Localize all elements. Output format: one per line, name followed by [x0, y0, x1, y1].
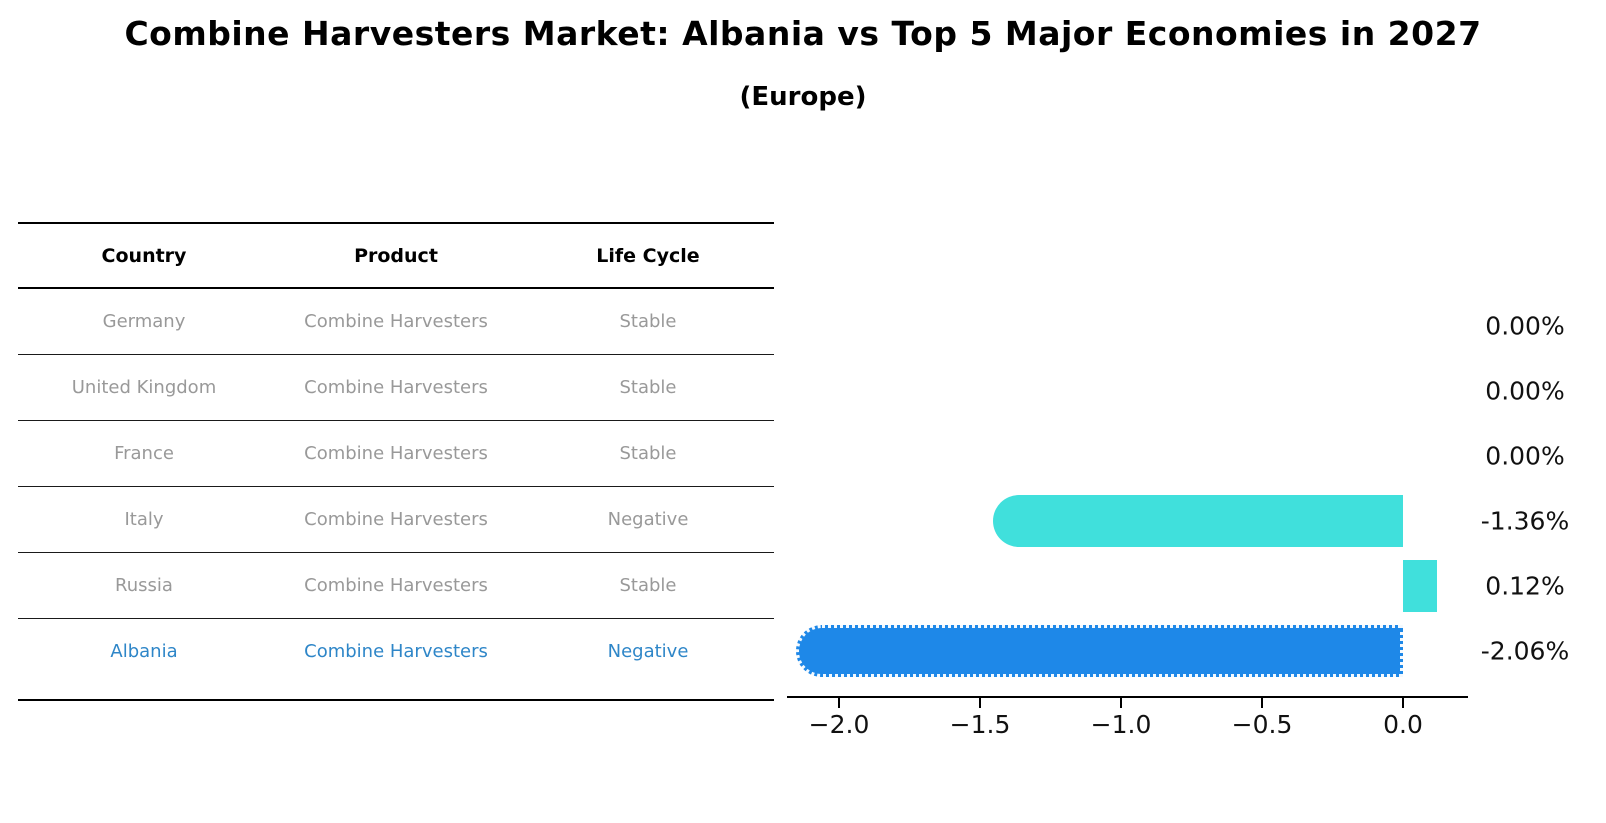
lifecycle-cell: Stable [619, 311, 677, 332]
table-header-row: Country Product Life Cycle [18, 222, 774, 289]
country-cell: United Kingdom [71, 377, 217, 398]
table-row: Italy Combine Harvesters Negative [18, 487, 774, 553]
x-tick-mark [979, 698, 981, 708]
table-row: Albania Combine Harvesters Negative [18, 619, 774, 699]
lifecycle-cell: Stable [619, 377, 677, 398]
product-cell: Combine Harvesters [304, 443, 488, 464]
product-cell: Combine Harvesters [304, 575, 488, 596]
x-tick-mark [1261, 698, 1263, 708]
column-header-lifecycle: Life Cycle [596, 244, 700, 267]
country-cell: Albania [110, 641, 178, 662]
x-tick-label: −1.0 [1090, 710, 1152, 739]
chart-subtitle: (Europe) [739, 82, 867, 112]
x-axis-line [787, 696, 1468, 698]
chart-title: Combine Harvesters Market: Albania vs To… [124, 14, 1482, 53]
product-cell: Combine Harvesters [304, 509, 488, 530]
lifecycle-cell: Negative [607, 509, 689, 530]
x-tick-mark [1402, 698, 1404, 708]
x-tick-mark [838, 698, 840, 708]
value-label: 0.00% [1485, 376, 1565, 406]
table-row: Germany Combine Harvesters Stable [18, 289, 774, 355]
x-tick-label: −0.5 [1231, 710, 1293, 739]
bar-italy [993, 495, 1403, 547]
x-tick-label: 0.0 [1383, 710, 1423, 739]
value-label: 0.00% [1485, 311, 1565, 341]
value-label: 0.12% [1485, 571, 1565, 601]
column-header-product: Product [354, 244, 438, 267]
lifecycle-cell: Stable [619, 575, 677, 596]
bar-albania [796, 625, 1403, 677]
table-row: Russia Combine Harvesters Stable [18, 553, 774, 619]
product-cell: Combine Harvesters [304, 311, 488, 332]
table-row: United Kingdom Combine Harvesters Stable [18, 355, 774, 421]
x-tick-label: −1.5 [949, 710, 1011, 739]
table-body: Germany Combine Harvesters Stable United Ki… [18, 289, 774, 701]
country-cell: Russia [115, 575, 173, 596]
product-cell: Combine Harvesters [304, 377, 488, 398]
product-cell: Combine Harvesters [304, 641, 488, 662]
lifecycle-cell: Stable [619, 443, 677, 464]
country-table: Country Product Life Cycle Germany Combin… [18, 222, 774, 701]
x-tick-mark [1120, 698, 1122, 708]
country-cell: Germany [102, 311, 186, 332]
bar-russia [1403, 560, 1437, 612]
value-label: -1.36% [1480, 506, 1570, 536]
column-header-country: Country [101, 244, 187, 267]
value-label: -2.06% [1480, 636, 1570, 666]
table-row: France Combine Harvesters Stable [18, 421, 774, 487]
country-cell: Italy [124, 509, 164, 530]
country-cell: France [114, 443, 174, 464]
x-tick-label: −2.0 [808, 710, 870, 739]
value-label: 0.00% [1485, 441, 1565, 471]
lifecycle-cell: Negative [607, 641, 689, 662]
